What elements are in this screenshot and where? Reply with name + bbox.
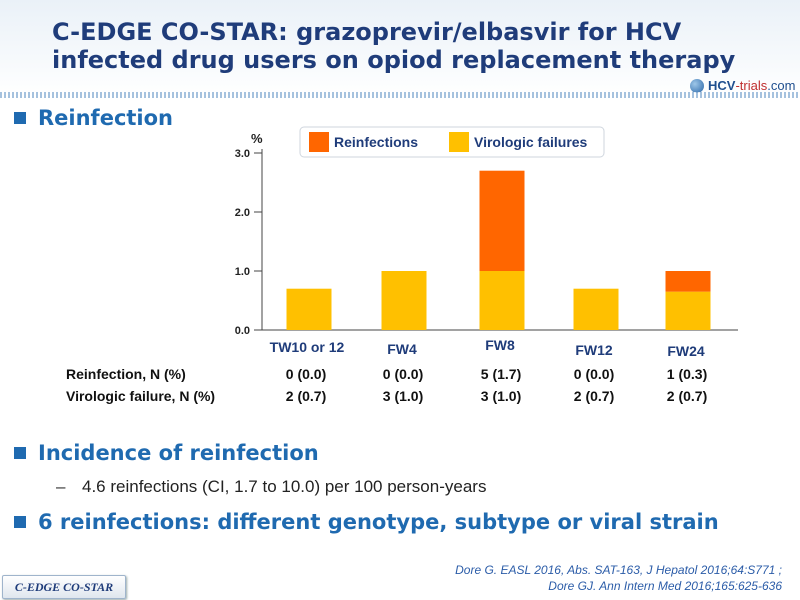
- bullet-square-icon: [14, 516, 26, 528]
- y-axis: 0.0 1.0 2.0 3.0%: [235, 131, 738, 337]
- legend-swatch: [309, 132, 329, 152]
- footer-study-tab: C-EDGE CO-STAR: [2, 575, 126, 599]
- bullet-incidence: Incidence of reinfection: [38, 441, 319, 465]
- table-cell: 0 (0.0): [285, 366, 327, 382]
- bullet-square-icon: [14, 447, 26, 459]
- y-tick-label: 0.0: [235, 325, 250, 337]
- chart-legend: Reinfections Virologic failures: [299, 126, 605, 158]
- bar-segment: [286, 288, 332, 330]
- bar-segment: [665, 291, 711, 330]
- x-tick-labels: TW10 or 12 FW4 FW8 FW12 FW24: [270, 337, 705, 359]
- y-tick-label: 3.0: [235, 148, 250, 160]
- table-cell: 1 (0.3): [666, 366, 708, 382]
- table-row-label-virologic-failure: Virologic failure, N (%): [66, 388, 216, 404]
- bar-segment: [479, 271, 525, 330]
- legend-swatch: [449, 132, 469, 152]
- legend-label: Reinfections: [334, 134, 418, 150]
- bar-group: [286, 170, 711, 330]
- table-row-label-reinfection: Reinfection, N (%): [66, 366, 186, 382]
- x-tick-label: TW10 or 12: [270, 339, 345, 355]
- table-cell: 3 (1.0): [382, 388, 424, 404]
- bar-segment: [381, 271, 427, 330]
- slide-title-line1: C-EDGE CO-STAR: grazoprevir/elbasvir for…: [52, 18, 682, 46]
- table-cell: 0 (0.0): [382, 366, 424, 382]
- bar-segment: [479, 170, 525, 271]
- bar-segment: [573, 288, 619, 330]
- sub-bullet-dash: –: [56, 477, 66, 496]
- table-cell: 2 (0.7): [666, 388, 708, 404]
- slide-title: C-EDGE CO-STAR: grazoprevir/elbasvir for…: [52, 18, 735, 74]
- y-axis-title: %: [251, 131, 263, 146]
- hcv-trials-logo: HCV-trials.com: [690, 78, 795, 93]
- x-tick-label: FW24: [667, 343, 705, 359]
- globe-icon: [690, 78, 704, 93]
- table-cell: 0 (0.0): [573, 366, 615, 382]
- bullet-square-icon: [14, 112, 26, 124]
- table-cell: 2 (0.7): [573, 388, 615, 404]
- bar-segment: [665, 271, 711, 292]
- bullet-six-reinfections: 6 reinfections: different genotype, subt…: [38, 510, 719, 534]
- legend-label: Virologic failures: [474, 134, 588, 150]
- x-tick-label: FW12: [575, 342, 613, 358]
- bullet-reinfection: Reinfection: [38, 106, 174, 130]
- y-tick-label: 1.0: [235, 266, 250, 278]
- title-bar: C-EDGE CO-STAR: grazoprevir/elbasvir for…: [0, 0, 800, 96]
- title-divider: [0, 92, 800, 98]
- table-cell: 5 (1.7): [480, 366, 522, 382]
- x-tick-label: FW4: [387, 341, 417, 357]
- incidence-detail: 4.6 reinfections (CI, 1.7 to 10.0) per 1…: [82, 477, 487, 496]
- y-tick-label: 2.0: [235, 207, 250, 219]
- table-cell: 2 (0.7): [285, 388, 327, 404]
- x-tick-label: FW8: [485, 337, 515, 353]
- reference-citation: Dore G. EASL 2016, Abs. SAT-163, J Hepat…: [455, 563, 782, 593]
- slide-title-line2: infected drug users on opiod replacement…: [52, 46, 736, 74]
- table-cell: 3 (1.0): [480, 388, 522, 404]
- reinfection-chart: 0.0 1.0 2.0 3.0% TW10 or 12 FW4 FW8 FW12 FW24 R…: [235, 126, 738, 359]
